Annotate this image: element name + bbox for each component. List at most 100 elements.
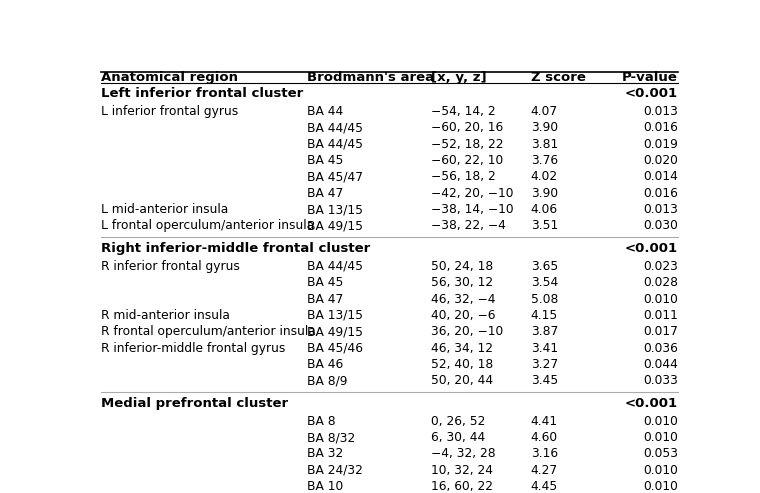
Text: BA 44/45: BA 44/45 [307,138,363,151]
Text: <0.001: <0.001 [625,396,678,410]
Text: 5.08: 5.08 [530,293,559,306]
Text: 0.044: 0.044 [643,358,678,371]
Text: 46, 34, 12: 46, 34, 12 [431,342,492,354]
Text: 0.013: 0.013 [643,105,678,118]
Text: L mid-anterior insula: L mid-anterior insula [101,203,228,216]
Text: 3.90: 3.90 [530,187,558,200]
Text: Right inferior-middle frontal cluster: Right inferior-middle frontal cluster [101,242,370,255]
Text: 0.011: 0.011 [643,309,678,322]
Text: R inferior-middle frontal gyrus: R inferior-middle frontal gyrus [101,342,285,354]
Text: <0.001: <0.001 [625,242,678,255]
Text: 56, 30, 12: 56, 30, 12 [431,276,492,289]
Text: BA 13/15: BA 13/15 [307,203,363,216]
Text: P-value: P-value [622,70,678,83]
Text: 4.41: 4.41 [530,415,558,428]
Text: 0.014: 0.014 [643,171,678,183]
Text: −38, 22, −4: −38, 22, −4 [431,219,505,232]
Text: 4.02: 4.02 [530,171,558,183]
Text: BA 47: BA 47 [307,293,344,306]
Text: Z score: Z score [530,70,586,83]
Text: 0, 26, 52: 0, 26, 52 [431,415,485,428]
Text: BA 44/45: BA 44/45 [307,260,363,273]
Text: BA 45: BA 45 [307,154,344,167]
Text: 3.45: 3.45 [530,374,558,387]
Text: 0.033: 0.033 [643,374,678,387]
Text: 0.013: 0.013 [643,203,678,216]
Text: R inferior frontal gyrus: R inferior frontal gyrus [101,260,239,273]
Text: BA 44/45: BA 44/45 [307,121,363,135]
Text: 3.51: 3.51 [530,219,558,232]
Text: 3.41: 3.41 [530,342,558,354]
Text: 16, 60, 22: 16, 60, 22 [431,480,492,493]
Text: 0.017: 0.017 [643,325,678,338]
Text: BA 8/32: BA 8/32 [307,431,355,444]
Text: 6, 30, 44: 6, 30, 44 [431,431,485,444]
Text: BA 46: BA 46 [307,358,344,371]
Text: −60, 22, 10: −60, 22, 10 [431,154,503,167]
Text: 3.76: 3.76 [530,154,558,167]
Text: 0.010: 0.010 [643,480,678,493]
Text: BA 8/9: BA 8/9 [307,374,347,387]
Text: −4, 32, 28: −4, 32, 28 [431,448,496,460]
Text: 0.023: 0.023 [643,260,678,273]
Text: −52, 18, 22: −52, 18, 22 [431,138,503,151]
Text: 0.028: 0.028 [643,276,678,289]
Text: 3.16: 3.16 [530,448,558,460]
Text: R mid-anterior insula: R mid-anterior insula [101,309,230,322]
Text: L frontal operculum/anterior insula: L frontal operculum/anterior insula [101,219,314,232]
Text: 40, 20, −6: 40, 20, −6 [431,309,496,322]
Text: 52, 40, 18: 52, 40, 18 [431,358,493,371]
Text: <0.001: <0.001 [625,87,678,100]
Text: 0.016: 0.016 [643,187,678,200]
Text: 0.030: 0.030 [643,219,678,232]
Text: 4.06: 4.06 [530,203,558,216]
Text: 3.65: 3.65 [530,260,558,273]
Text: 0.010: 0.010 [643,464,678,477]
Text: L inferior frontal gyrus: L inferior frontal gyrus [101,105,238,118]
Text: Anatomical region: Anatomical region [101,70,238,83]
Text: −38, 14, −10: −38, 14, −10 [431,203,513,216]
Text: 0.053: 0.053 [643,448,678,460]
Text: 0.010: 0.010 [643,415,678,428]
Text: Left inferior frontal cluster: Left inferior frontal cluster [101,87,303,100]
Text: BA 44: BA 44 [307,105,344,118]
Text: BA 8: BA 8 [307,415,336,428]
Text: 0.010: 0.010 [643,431,678,444]
Text: 50, 24, 18: 50, 24, 18 [431,260,493,273]
Text: BA 47: BA 47 [307,187,344,200]
Text: [x, y, z]: [x, y, z] [431,70,486,83]
Text: 4.27: 4.27 [530,464,558,477]
Text: 50, 20, 44: 50, 20, 44 [431,374,492,387]
Text: 3.87: 3.87 [530,325,558,338]
Text: −56, 18, 2: −56, 18, 2 [431,171,496,183]
Text: 10, 32, 24: 10, 32, 24 [431,464,492,477]
Text: 36, 20, −10: 36, 20, −10 [431,325,503,338]
Text: Medial prefrontal cluster: Medial prefrontal cluster [101,396,288,410]
Text: 0.019: 0.019 [643,138,678,151]
Text: −54, 14, 2: −54, 14, 2 [431,105,496,118]
Text: BA 45/46: BA 45/46 [307,342,363,354]
Text: 0.010: 0.010 [643,293,678,306]
Text: BA 13/15: BA 13/15 [307,309,363,322]
Text: BA 32: BA 32 [307,448,344,460]
Text: 4.07: 4.07 [530,105,558,118]
Text: 0.036: 0.036 [643,342,678,354]
Text: 4.15: 4.15 [530,309,558,322]
Text: BA 49/15: BA 49/15 [307,325,363,338]
Text: 3.27: 3.27 [530,358,558,371]
Text: 3.81: 3.81 [530,138,558,151]
Text: Brodmann's area: Brodmann's area [307,70,434,83]
Text: BA 45/47: BA 45/47 [307,171,363,183]
Text: BA 24/32: BA 24/32 [307,464,363,477]
Text: 0.020: 0.020 [643,154,678,167]
Text: −42, 20, −10: −42, 20, −10 [431,187,513,200]
Text: 4.60: 4.60 [530,431,558,444]
Text: BA 45: BA 45 [307,276,344,289]
Text: 0.016: 0.016 [643,121,678,135]
Text: 4.45: 4.45 [530,480,558,493]
Text: R frontal operculum/anterior insula: R frontal operculum/anterior insula [101,325,315,338]
Text: 3.90: 3.90 [530,121,558,135]
Text: 3.54: 3.54 [530,276,558,289]
Text: −60, 20, 16: −60, 20, 16 [431,121,503,135]
Text: 46, 32, −4: 46, 32, −4 [431,293,496,306]
